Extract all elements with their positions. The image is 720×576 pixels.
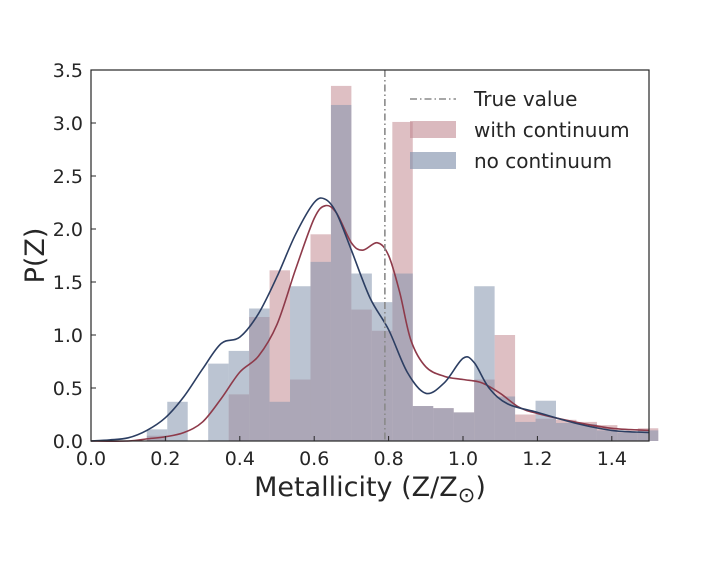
bars-layer: [146, 85, 659, 442]
x-tick-label: 0.6: [299, 448, 329, 470]
x-tick-label: 0.4: [225, 448, 255, 470]
legend-with-continuum-label: with continuum: [474, 118, 630, 142]
y-axis-ticks: 0.0 0.5 1.0 1.5 2.0 2.5 3.0 3.5: [53, 60, 96, 453]
bar-no-continuum-6: [269, 401, 291, 441]
plot-frame: [90, 69, 650, 442]
bar-with-continuum-6: [269, 270, 291, 441]
legend-no-continuum-swatch: [410, 152, 456, 169]
x-tick-label: 0.2: [150, 448, 180, 470]
y-tick-label: 0.5: [53, 378, 83, 400]
legend: True value with continuum no continuum: [410, 87, 630, 173]
y-tick-label: 1.5: [53, 272, 83, 294]
bar-no-continuum-10: [351, 273, 372, 441]
bar-no-continuum-11: [371, 302, 393, 441]
bar-no-continuum-18: [515, 421, 536, 441]
bar-no-continuum-19: [535, 400, 556, 441]
y-tick-label: 0.0: [53, 431, 83, 453]
y-tick-label: 1.0: [53, 325, 83, 347]
kde-curve-with-continuum: [90, 204, 650, 442]
x-tick-label: 1.0: [448, 448, 478, 470]
bar-no-continuum-22: [596, 430, 618, 441]
bar-no-continuum-13: [412, 406, 434, 441]
bar-no-continuum-15: [453, 412, 475, 441]
y-axis-label: P(Z): [20, 228, 51, 284]
x-axis-label-symbol: ⊙: [458, 483, 476, 507]
y-tick-label: 3.0: [53, 113, 83, 135]
bar-no-continuum-24: [637, 430, 659, 441]
x-tick-label: 1.2: [522, 448, 552, 470]
bar-no-continuum-9: [330, 104, 352, 441]
legend-with-continuum-swatch: [410, 121, 456, 138]
x-tick-label: 0.0: [76, 448, 106, 470]
bar-no-continuum-23: [617, 432, 638, 441]
bar-no-continuum-16: [474, 286, 495, 441]
x-axis-ticks: 0.0 0.2 0.4 0.6 0.8 1.0 1.2 1.4: [76, 436, 627, 470]
x-axis-label: Metallicity (Z/Z⊙): [254, 472, 486, 507]
bar-no-continuum-5: [249, 308, 270, 441]
x-axis-label-close: ): [475, 472, 486, 503]
bar-no-continuum-17: [494, 396, 516, 441]
bar-no-continuum-8: [310, 261, 331, 441]
bar-no-continuum-14: [433, 408, 454, 441]
kde-layer: [90, 197, 650, 442]
kde-curve-no-continuum: [90, 197, 650, 442]
bar-no-continuum-4: [228, 350, 250, 441]
x-axis-label-main: Metallicity (Z/Z: [254, 472, 458, 503]
y-tick-label: 3.5: [53, 60, 83, 82]
legend-true-value-label: True value: [473, 87, 577, 111]
x-tick-label: 1.4: [597, 448, 627, 470]
legend-no-continuum-label: no continuum: [474, 149, 612, 173]
bar-no-continuum-7: [290, 286, 311, 441]
bar-no-continuum-21: [576, 424, 597, 441]
bar-no-continuum-0: [146, 429, 168, 441]
x-tick-label: 0.8: [373, 448, 403, 470]
y-tick-label: 2.5: [53, 166, 83, 188]
bar-no-continuum-12: [392, 273, 413, 441]
y-tick-label: 2.0: [53, 219, 83, 241]
bar-no-continuum-20: [556, 422, 577, 441]
